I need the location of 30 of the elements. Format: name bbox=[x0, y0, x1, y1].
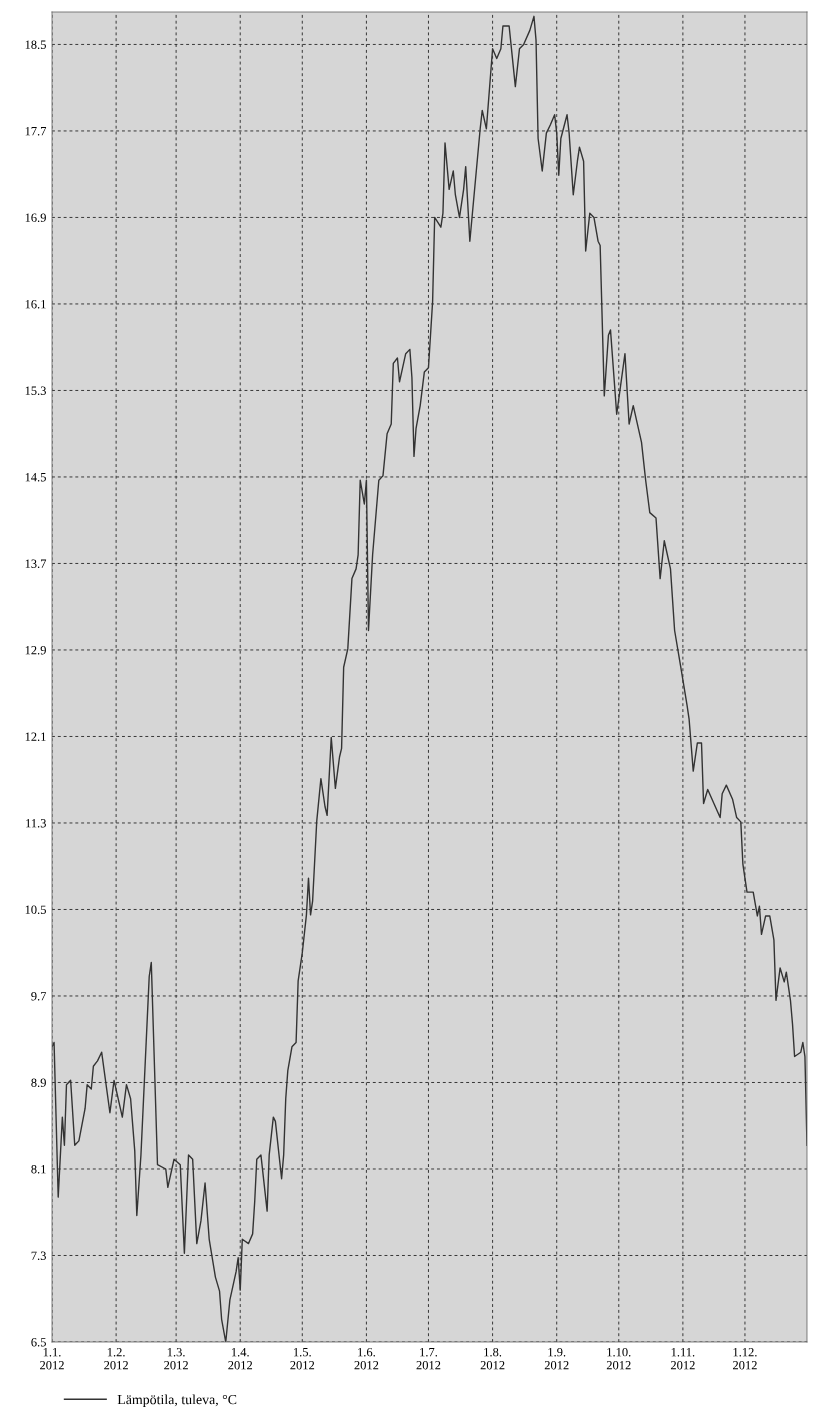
y-tick-label: 15.3 bbox=[25, 386, 46, 395]
x-tick-label: 1.8. 2012 bbox=[480, 1347, 505, 1370]
x-tick-label: 1.12. 2012 bbox=[732, 1347, 757, 1370]
y-tick-label: 16.9 bbox=[25, 213, 46, 222]
x-tick-label: 1.7. 2012 bbox=[416, 1347, 441, 1370]
x-tick-label: 1.4. 2012 bbox=[228, 1347, 253, 1370]
x-tick-label: 1.2. 2012 bbox=[104, 1347, 128, 1370]
y-tick-label: 9.7 bbox=[31, 992, 47, 1001]
x-tick-label: 1.1. 2012 bbox=[40, 1347, 64, 1370]
y-tick-label: 10.5 bbox=[25, 905, 46, 914]
x-tick-label: 1.3. 2012 bbox=[164, 1347, 188, 1370]
y-tick-label: 12.9 bbox=[25, 646, 46, 655]
y-tick-label: 18.5 bbox=[25, 40, 46, 49]
x-tick-label: 1.11. 2012 bbox=[670, 1347, 695, 1370]
y-tick-label: 8.9 bbox=[31, 1078, 46, 1087]
y-tick-label: 12.1 bbox=[25, 732, 46, 741]
y-tick-label: 7.3 bbox=[31, 1251, 46, 1261]
x-tick-label: 1.9. 2012 bbox=[544, 1347, 569, 1370]
x-tick-label: 1.5. 2012 bbox=[290, 1347, 315, 1370]
legend-label: Lämpötila, tuleva, °C bbox=[117, 1394, 237, 1408]
x-tick-label: 1.6. 2012 bbox=[354, 1347, 379, 1370]
line-series bbox=[52, 15, 807, 1342]
y-tick-label: 6.5 bbox=[31, 1338, 46, 1347]
y-tick-label: 11.3 bbox=[26, 819, 46, 828]
y-tick-label: 16.1 bbox=[25, 300, 46, 309]
y-tick-label: 13.7 bbox=[25, 559, 47, 568]
y-tick-label: 14.5 bbox=[25, 473, 46, 482]
x-tick-label: 1.10. 2012 bbox=[606, 1347, 631, 1370]
y-tick-label: 17.7 bbox=[25, 127, 47, 136]
y-tick-label: 8.1 bbox=[31, 1165, 46, 1174]
